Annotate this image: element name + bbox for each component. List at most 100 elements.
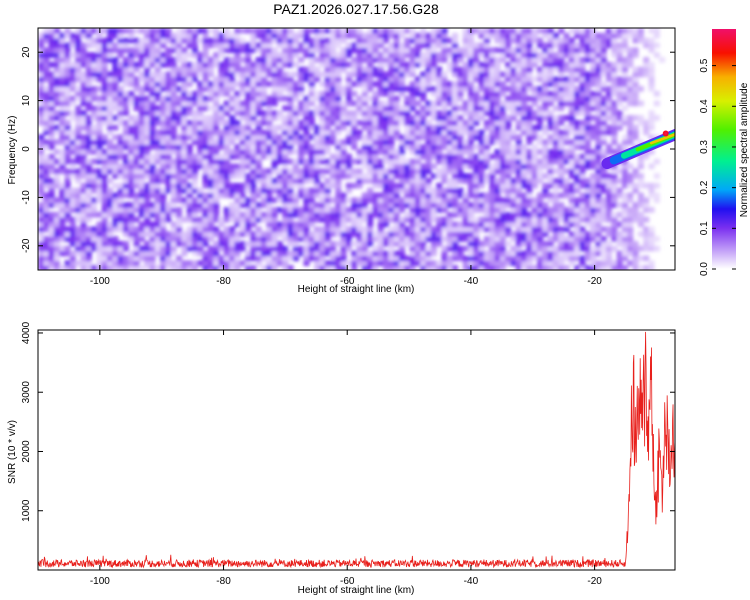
heatmap-cell: [367, 144, 374, 150]
heatmap-cell: [271, 178, 278, 184]
heatmap-cell: [202, 28, 209, 34]
heatmap-cell: [122, 226, 130, 233]
heatmap-cell: [69, 86, 76, 92]
heatmap-cell: [409, 192, 416, 199]
heatmap-cell: [80, 90, 87, 97]
heatmap-cell: [595, 115, 602, 121]
heatmap-cell: [223, 71, 230, 78]
heatmap-cell: [574, 110, 581, 116]
heatmap-cell: [637, 255, 644, 262]
heatmap-cell: [69, 216, 76, 223]
heatmap-cell: [531, 182, 538, 189]
heatmap-cell: [207, 115, 214, 121]
heatmap-cell: [648, 182, 655, 189]
heatmap-cell: [351, 119, 358, 126]
heatmap-cell: [128, 81, 135, 87]
spectrogram-feature: [601, 128, 675, 169]
heatmap-cell: [80, 187, 87, 194]
heatmap-cell: [85, 173, 92, 179]
heatmap-cell: [107, 115, 114, 121]
heatmap-cell: [207, 66, 214, 73]
heatmap-cell: [308, 81, 315, 87]
heatmap-cell: [452, 178, 459, 184]
heatmap-cell: [122, 119, 130, 126]
heatmap-cell: [101, 197, 108, 204]
heatmap-cell: [436, 81, 443, 87]
heatmap-cell: [457, 124, 464, 131]
heatmap-cell: [112, 216, 119, 223]
heatmap-cell: [356, 197, 363, 204]
heatmap-cell: [48, 42, 55, 49]
heatmap-cell: [298, 211, 305, 218]
heatmap-cell: [319, 124, 326, 131]
heatmap-cell: [202, 265, 209, 270]
heatmap-cell: [409, 47, 416, 53]
heatmap-cell: [409, 57, 416, 63]
heatmap-cell: [361, 245, 368, 252]
heatmap-cell: [292, 149, 299, 155]
heatmap-cell: [547, 265, 554, 270]
heatmap-cell: [218, 255, 225, 262]
heatmap-cell: [590, 265, 597, 270]
heatmap-cell: [388, 158, 395, 165]
heatmap-cell: [271, 265, 278, 270]
x-tick-label: -100: [90, 276, 110, 287]
heatmap-cell: [404, 86, 411, 92]
heatmap-cell: [483, 37, 491, 44]
heatmap-cell: [133, 173, 140, 179]
heatmap-cell: [207, 197, 214, 204]
heatmap-cell: [181, 129, 188, 136]
heatmap-cell: [96, 71, 103, 78]
heatmap-cell: [276, 110, 283, 116]
heatmap-cell: [579, 139, 586, 145]
heatmap-cell: [462, 158, 469, 165]
heatmap-cell: [462, 86, 469, 92]
heatmap-cell: [531, 255, 538, 262]
heatmap-cell: [107, 37, 114, 44]
heatmap-cell: [319, 231, 326, 237]
heatmap-cell: [547, 57, 554, 63]
heatmap-cell: [446, 144, 453, 150]
heatmap-cell: [526, 216, 533, 223]
heatmap-cell: [452, 66, 459, 73]
heatmap-cell: [361, 216, 368, 223]
heatmap-cell: [351, 47, 358, 53]
heatmap-cell: [367, 187, 374, 194]
heatmap-cell: [356, 236, 363, 242]
heatmap-cell: [600, 173, 607, 179]
heatmap-cell: [85, 90, 92, 97]
heatmap-cell: [43, 110, 50, 116]
heatmap-cell: [176, 187, 183, 194]
heatmap-cell: [112, 260, 119, 266]
heatmap-cell: [377, 61, 384, 68]
heatmap-cell: [207, 119, 214, 126]
heatmap-cell: [643, 255, 650, 262]
heatmap-cell: [473, 197, 480, 204]
heatmap-cell: [393, 115, 400, 121]
heatmap-cell: [239, 197, 246, 204]
heatmap-cell: [632, 173, 639, 179]
heatmap-cell: [271, 207, 278, 213]
heatmap-cell: [260, 71, 268, 78]
heatmap-cell: [388, 255, 395, 262]
heatmap-cell: [489, 187, 496, 194]
heatmap-cell: [101, 250, 108, 257]
heatmap-cell: [515, 226, 522, 233]
heatmap-cell: [287, 52, 294, 58]
heatmap-cell: [521, 197, 528, 204]
heatmap-cell: [107, 32, 114, 39]
heatmap-cell: [154, 76, 161, 83]
heatmap-cell: [59, 42, 66, 49]
heatmap-cell: [255, 66, 262, 73]
heatmap-cell: [170, 221, 177, 228]
heatmap-cell: [600, 42, 607, 49]
heatmap-cell: [377, 245, 384, 252]
heatmap-cell: [260, 144, 268, 150]
heatmap-cell: [292, 110, 299, 116]
heatmap-cell: [165, 86, 172, 92]
heatmap-cell: [420, 187, 427, 194]
heatmap-cell: [282, 81, 289, 87]
heatmap-cell: [154, 115, 161, 121]
heatmap-cell: [197, 37, 204, 44]
heatmap-cell: [138, 134, 145, 141]
